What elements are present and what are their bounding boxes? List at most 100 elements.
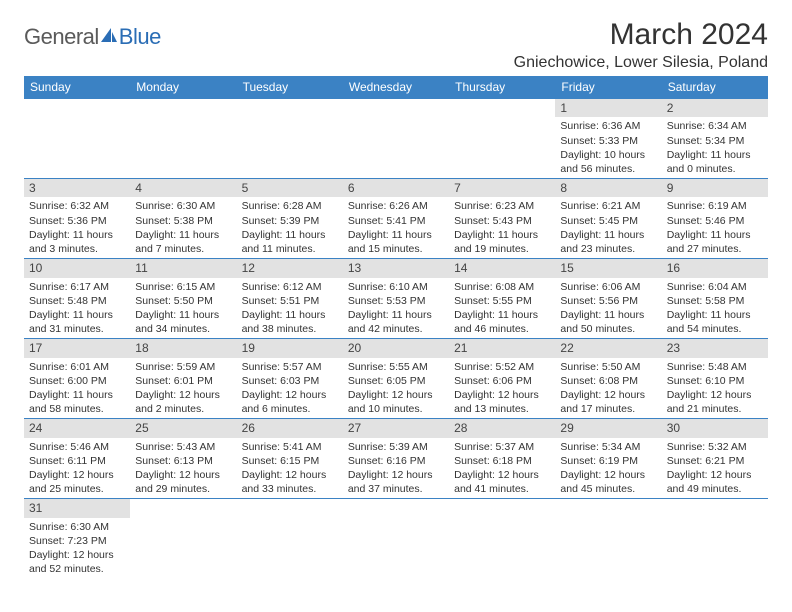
day-number: 15 bbox=[555, 259, 661, 277]
page-header: General Blue March 2024 Gniechowice, Low… bbox=[24, 18, 768, 72]
calendar-cell bbox=[237, 99, 343, 179]
day-number: 6 bbox=[343, 179, 449, 197]
calendar-cell bbox=[130, 499, 236, 579]
day-number: 21 bbox=[449, 339, 555, 357]
day-info: Sunrise: 6:30 AMSunset: 5:38 PMDaylight:… bbox=[130, 197, 236, 258]
day-info: Sunrise: 6:17 AMSunset: 5:48 PMDaylight:… bbox=[24, 278, 130, 339]
day-info: Sunrise: 6:30 AMSunset: 7:23 PMDaylight:… bbox=[24, 518, 130, 579]
weekday-header: Saturday bbox=[662, 76, 768, 99]
calendar-cell: 9Sunrise: 6:19 AMSunset: 5:46 PMDaylight… bbox=[662, 179, 768, 259]
day-number: 5 bbox=[237, 179, 343, 197]
day-number: 20 bbox=[343, 339, 449, 357]
day-number: 16 bbox=[662, 259, 768, 277]
day-number: 1 bbox=[555, 99, 661, 117]
calendar-cell: 17Sunrise: 6:01 AMSunset: 6:00 PMDayligh… bbox=[24, 339, 130, 419]
calendar-cell: 5Sunrise: 6:28 AMSunset: 5:39 PMDaylight… bbox=[237, 179, 343, 259]
day-number: 22 bbox=[555, 339, 661, 357]
calendar-cell: 31Sunrise: 6:30 AMSunset: 7:23 PMDayligh… bbox=[24, 499, 130, 579]
day-number: 10 bbox=[24, 259, 130, 277]
calendar-cell: 8Sunrise: 6:21 AMSunset: 5:45 PMDaylight… bbox=[555, 179, 661, 259]
day-info: Sunrise: 6:01 AMSunset: 6:00 PMDaylight:… bbox=[24, 358, 130, 419]
calendar-cell: 27Sunrise: 5:39 AMSunset: 6:16 PMDayligh… bbox=[343, 419, 449, 499]
day-info: Sunrise: 6:23 AMSunset: 5:43 PMDaylight:… bbox=[449, 197, 555, 258]
weekday-header: Friday bbox=[555, 76, 661, 99]
calendar-cell bbox=[449, 499, 555, 579]
month-title: March 2024 bbox=[514, 18, 768, 52]
calendar-cell: 23Sunrise: 5:48 AMSunset: 6:10 PMDayligh… bbox=[662, 339, 768, 419]
day-info: Sunrise: 5:46 AMSunset: 6:11 PMDaylight:… bbox=[24, 438, 130, 499]
day-number: 23 bbox=[662, 339, 768, 357]
day-info: Sunrise: 6:06 AMSunset: 5:56 PMDaylight:… bbox=[555, 278, 661, 339]
day-info: Sunrise: 5:32 AMSunset: 6:21 PMDaylight:… bbox=[662, 438, 768, 499]
day-number: 13 bbox=[343, 259, 449, 277]
day-info: Sunrise: 6:04 AMSunset: 5:58 PMDaylight:… bbox=[662, 278, 768, 339]
calendar-cell bbox=[343, 99, 449, 179]
day-info: Sunrise: 6:21 AMSunset: 5:45 PMDaylight:… bbox=[555, 197, 661, 258]
day-info: Sunrise: 5:59 AMSunset: 6:01 PMDaylight:… bbox=[130, 358, 236, 419]
calendar-cell: 28Sunrise: 5:37 AMSunset: 6:18 PMDayligh… bbox=[449, 419, 555, 499]
day-info: Sunrise: 5:48 AMSunset: 6:10 PMDaylight:… bbox=[662, 358, 768, 419]
weekday-header: Thursday bbox=[449, 76, 555, 99]
logo-text-blue: Blue bbox=[119, 24, 161, 50]
weekday-header: Sunday bbox=[24, 76, 130, 99]
logo-sail-icon bbox=[99, 26, 119, 49]
day-number: 24 bbox=[24, 419, 130, 437]
day-number: 14 bbox=[449, 259, 555, 277]
day-number: 8 bbox=[555, 179, 661, 197]
calendar-cell: 4Sunrise: 6:30 AMSunset: 5:38 PMDaylight… bbox=[130, 179, 236, 259]
day-info: Sunrise: 5:43 AMSunset: 6:13 PMDaylight:… bbox=[130, 438, 236, 499]
day-number: 29 bbox=[555, 419, 661, 437]
day-info: Sunrise: 6:28 AMSunset: 5:39 PMDaylight:… bbox=[237, 197, 343, 258]
day-info: Sunrise: 6:36 AMSunset: 5:33 PMDaylight:… bbox=[555, 117, 661, 178]
day-number: 4 bbox=[130, 179, 236, 197]
calendar-cell bbox=[449, 99, 555, 179]
day-info: Sunrise: 6:08 AMSunset: 5:55 PMDaylight:… bbox=[449, 278, 555, 339]
calendar-cell bbox=[662, 499, 768, 579]
calendar-cell: 11Sunrise: 6:15 AMSunset: 5:50 PMDayligh… bbox=[130, 259, 236, 339]
day-number: 7 bbox=[449, 179, 555, 197]
day-number: 3 bbox=[24, 179, 130, 197]
day-info: Sunrise: 5:34 AMSunset: 6:19 PMDaylight:… bbox=[555, 438, 661, 499]
day-number: 2 bbox=[662, 99, 768, 117]
day-info: Sunrise: 6:32 AMSunset: 5:36 PMDaylight:… bbox=[24, 197, 130, 258]
calendar-cell: 13Sunrise: 6:10 AMSunset: 5:53 PMDayligh… bbox=[343, 259, 449, 339]
day-number: 18 bbox=[130, 339, 236, 357]
day-info: Sunrise: 5:37 AMSunset: 6:18 PMDaylight:… bbox=[449, 438, 555, 499]
day-number: 30 bbox=[662, 419, 768, 437]
calendar-cell: 20Sunrise: 5:55 AMSunset: 6:05 PMDayligh… bbox=[343, 339, 449, 419]
logo-text-general: General bbox=[24, 24, 99, 50]
day-info: Sunrise: 6:12 AMSunset: 5:51 PMDaylight:… bbox=[237, 278, 343, 339]
calendar-cell: 24Sunrise: 5:46 AMSunset: 6:11 PMDayligh… bbox=[24, 419, 130, 499]
calendar-cell: 7Sunrise: 6:23 AMSunset: 5:43 PMDaylight… bbox=[449, 179, 555, 259]
day-number: 25 bbox=[130, 419, 236, 437]
day-info: Sunrise: 5:52 AMSunset: 6:06 PMDaylight:… bbox=[449, 358, 555, 419]
day-number: 19 bbox=[237, 339, 343, 357]
weekday-header: Wednesday bbox=[343, 76, 449, 99]
calendar-cell: 25Sunrise: 5:43 AMSunset: 6:13 PMDayligh… bbox=[130, 419, 236, 499]
calendar-cell: 6Sunrise: 6:26 AMSunset: 5:41 PMDaylight… bbox=[343, 179, 449, 259]
title-block: March 2024 Gniechowice, Lower Silesia, P… bbox=[514, 18, 768, 72]
logo: General Blue bbox=[24, 24, 161, 50]
calendar-cell: 10Sunrise: 6:17 AMSunset: 5:48 PMDayligh… bbox=[24, 259, 130, 339]
calendar-cell: 12Sunrise: 6:12 AMSunset: 5:51 PMDayligh… bbox=[237, 259, 343, 339]
weekday-header: Tuesday bbox=[237, 76, 343, 99]
calendar-cell: 22Sunrise: 5:50 AMSunset: 6:08 PMDayligh… bbox=[555, 339, 661, 419]
calendar-cell: 30Sunrise: 5:32 AMSunset: 6:21 PMDayligh… bbox=[662, 419, 768, 499]
day-number: 26 bbox=[237, 419, 343, 437]
day-number: 27 bbox=[343, 419, 449, 437]
calendar-cell: 16Sunrise: 6:04 AMSunset: 5:58 PMDayligh… bbox=[662, 259, 768, 339]
calendar-cell: 29Sunrise: 5:34 AMSunset: 6:19 PMDayligh… bbox=[555, 419, 661, 499]
calendar-cell: 1Sunrise: 6:36 AMSunset: 5:33 PMDaylight… bbox=[555, 99, 661, 179]
day-info: Sunrise: 5:55 AMSunset: 6:05 PMDaylight:… bbox=[343, 358, 449, 419]
calendar-cell: 3Sunrise: 6:32 AMSunset: 5:36 PMDaylight… bbox=[24, 179, 130, 259]
calendar-cell bbox=[130, 99, 236, 179]
calendar-cell: 15Sunrise: 6:06 AMSunset: 5:56 PMDayligh… bbox=[555, 259, 661, 339]
day-info: Sunrise: 5:41 AMSunset: 6:15 PMDaylight:… bbox=[237, 438, 343, 499]
day-info: Sunrise: 6:34 AMSunset: 5:34 PMDaylight:… bbox=[662, 117, 768, 178]
calendar-cell: 14Sunrise: 6:08 AMSunset: 5:55 PMDayligh… bbox=[449, 259, 555, 339]
day-info: Sunrise: 5:39 AMSunset: 6:16 PMDaylight:… bbox=[343, 438, 449, 499]
calendar-body: 1Sunrise: 6:36 AMSunset: 5:33 PMDaylight… bbox=[24, 99, 768, 579]
day-info: Sunrise: 6:15 AMSunset: 5:50 PMDaylight:… bbox=[130, 278, 236, 339]
calendar-cell bbox=[343, 499, 449, 579]
day-info: Sunrise: 5:57 AMSunset: 6:03 PMDaylight:… bbox=[237, 358, 343, 419]
